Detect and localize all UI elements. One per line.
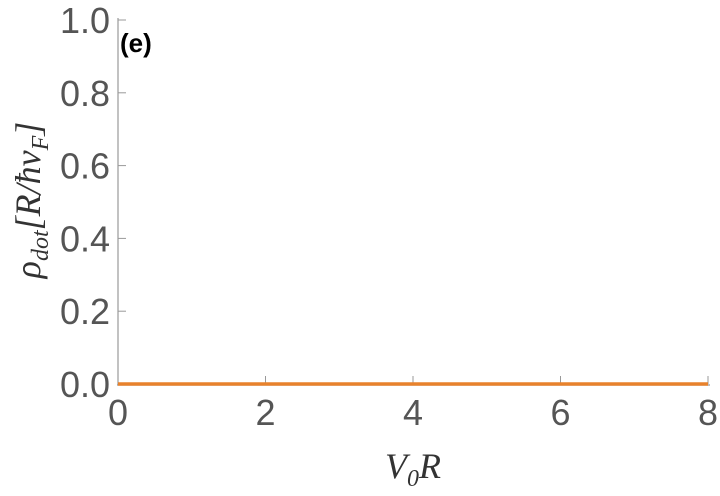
y-tick-label: 1.0 — [60, 0, 110, 41]
x-label-part: V — [385, 446, 411, 486]
panel-label: (e) — [120, 28, 152, 58]
x-label-sub: 0 — [407, 466, 419, 492]
x-axis-label: V0R — [385, 446, 441, 492]
x-tick-label: 0 — [108, 392, 128, 433]
y-label-part: ] — [8, 122, 48, 137]
y-tick-label: 0.0 — [60, 364, 110, 405]
y-label-part: [R/ħv — [8, 150, 48, 230]
y-tick-label: 0.8 — [60, 73, 110, 114]
y-tick-label: 0.4 — [60, 218, 110, 259]
x-label-part: R — [418, 446, 441, 486]
x-tick-label: 6 — [550, 392, 570, 433]
x-tick-label: 4 — [403, 392, 423, 433]
y-label-part: ρ — [8, 261, 48, 279]
x-tick-label: 2 — [255, 392, 275, 433]
y-axis-label: ρdot[R/ħvF] — [8, 122, 54, 280]
x-tick-label: 8 — [698, 392, 718, 433]
y-tick-label: 0.6 — [60, 146, 110, 187]
y-label-sub: F — [28, 135, 54, 151]
y-tick-label: 0.2 — [60, 291, 110, 332]
y-label-sub: dot — [28, 229, 54, 261]
